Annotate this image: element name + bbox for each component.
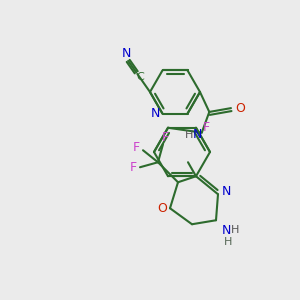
Text: N: N [151, 107, 160, 120]
Text: O: O [235, 102, 245, 115]
Text: H: H [231, 225, 239, 235]
Text: F: F [161, 131, 169, 144]
Text: N: N [221, 224, 231, 237]
Text: F: F [132, 141, 140, 154]
Text: N: N [122, 47, 131, 60]
Text: O: O [157, 202, 167, 215]
Text: N: N [193, 128, 203, 141]
Text: N: N [221, 185, 231, 198]
Text: F: F [202, 121, 210, 134]
Text: H: H [184, 130, 193, 140]
Text: F: F [129, 161, 137, 174]
Text: C: C [136, 72, 144, 82]
Text: H: H [224, 237, 232, 247]
